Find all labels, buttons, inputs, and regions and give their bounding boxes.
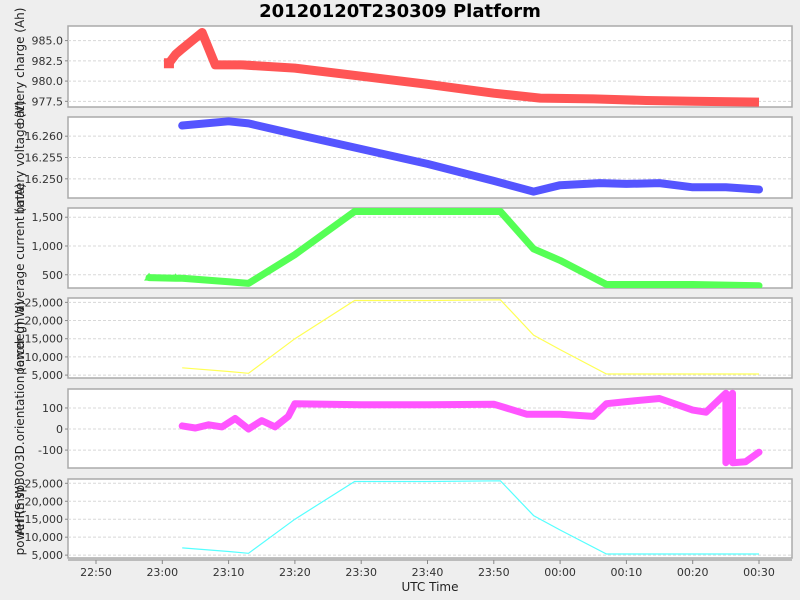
panel-power: 25,000 20,000 15,000 10,000 5,000 power (mW) (13, 477, 793, 562)
y-tick-label: 10,000 (25, 351, 64, 364)
y-tick-label: 15,000 (25, 333, 64, 346)
y-axis-label: AHRS sp3003D.orientation (arcdeg) (13, 321, 27, 536)
y-tick-label: 100 (42, 402, 63, 415)
x-tick-label: 23:40 (412, 566, 444, 579)
y-tick-label: 985.0 (32, 35, 64, 48)
y-tick-label: 5,000 (32, 549, 64, 562)
panel-orientation: 100 0 -100 AHRS sp3003D.orientation (arcdeg… (13, 321, 793, 536)
y-tick-label: 500 (42, 269, 63, 282)
data-series (178, 389, 763, 467)
y-tick-label: 25,000 (25, 296, 64, 309)
x-tick-label: 00:20 (677, 566, 709, 579)
y-tick-label: 20,000 (25, 315, 64, 328)
y-tick-label: 5,000 (32, 369, 64, 382)
data-series (182, 299, 759, 375)
x-tick-label: 23:30 (345, 566, 377, 579)
x-tick-label: 22:50 (80, 566, 112, 579)
y-tick-label: 16.250 (25, 173, 64, 186)
data-series (182, 480, 759, 555)
y-axis-label: power (mW) (13, 301, 27, 375)
data-series (178, 117, 763, 196)
panel-average-current: 1,500 1,000 500 average current (mA) (13, 183, 793, 313)
panel-battery-charge: 985.0 982.5 980.0 977.5 battery charge (Ah) (13, 8, 793, 126)
x-tick-label: 23:20 (279, 566, 311, 579)
y-tick-label: 0 (56, 423, 63, 436)
x-tick-label: 00:00 (544, 566, 576, 579)
y-axis-label: power (mW) (13, 482, 27, 556)
y-tick-label: 16.255 (25, 152, 64, 165)
data-series (163, 28, 760, 107)
y-axis-label: average current (mA) (13, 183, 27, 312)
x-axis: 22:50 23:00 23:10 23:20 23:30 23:40 23:50 00:00… (68, 559, 792, 594)
y-tick-label: 16.260 (25, 130, 64, 143)
y-tick-label: 10,000 (25, 531, 64, 544)
y-tick-label: 980.0 (32, 75, 64, 88)
x-tick-label: 00:30 (743, 566, 775, 579)
y-axis-label: battery voltage (V) (13, 101, 27, 215)
y-tick-label: 1,500 (32, 211, 64, 224)
x-tick-label: 23:50 (478, 566, 510, 579)
y-tick-label: 20,000 (25, 495, 64, 508)
y-axis-label: battery charge (Ah) (13, 8, 27, 126)
x-axis-label: UTC Time (402, 580, 459, 594)
x-tick-label: 00:10 (611, 566, 643, 579)
panel-power: 25,000 20,000 15,000 10,000 5,000 power (mW) (13, 296, 793, 382)
chart-title: 20120120T230309 Platform (259, 1, 541, 22)
y-tick-label: 15,000 (25, 513, 64, 526)
y-tick-label: 977.5 (32, 95, 64, 108)
y-tick-label: 25,000 (25, 477, 64, 490)
data-series (144, 208, 763, 288)
y-tick-label: -100 (38, 444, 63, 457)
x-tick-label: 23:00 (146, 566, 178, 579)
y-tick-label: 982.5 (32, 55, 64, 68)
y-tick-label: 1,000 (32, 240, 64, 253)
x-tick-label: 23:10 (213, 566, 245, 579)
